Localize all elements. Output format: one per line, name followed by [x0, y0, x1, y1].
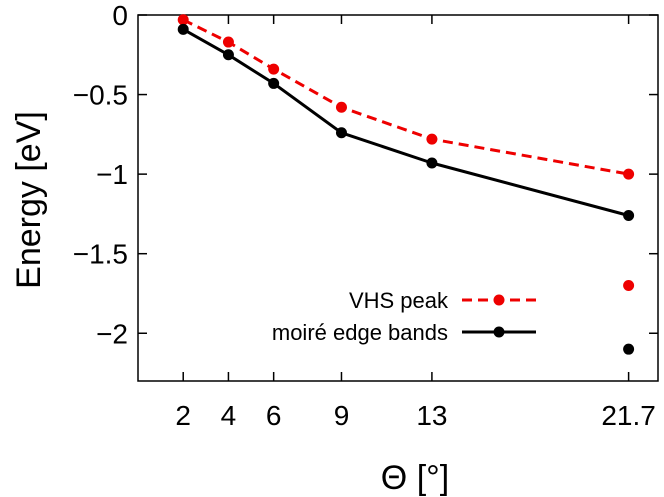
x-tick-label: 9 [334, 400, 350, 431]
series-1-point [268, 77, 280, 89]
series-1-point [335, 127, 347, 139]
x-tick-label: 6 [266, 400, 282, 431]
legend-label-1: moiré edge bands [272, 320, 448, 345]
x-axis-title: Θ [°] [381, 459, 449, 497]
series-1-extra-point [623, 343, 635, 355]
series-0-point [623, 168, 635, 180]
y-axis-title: Energy [eV] [10, 111, 48, 289]
series-line-1 [182, 27, 629, 217]
x-tick-label: 13 [416, 400, 447, 431]
y-tick-label: −1.5 [73, 239, 128, 270]
legend-label-0: VHS peak [349, 288, 449, 313]
legend-marker-1 [493, 326, 505, 338]
series-line-0 [182, 18, 629, 176]
x-tick-label: 4 [221, 400, 237, 431]
series-1-point [177, 23, 189, 35]
series-1-point [426, 157, 438, 169]
y-tick-label: −2 [96, 318, 128, 349]
plot-frame [137, 14, 659, 382]
series-0-point [335, 101, 347, 113]
legend-marker-0 [493, 294, 505, 306]
series-0-extra-point [623, 280, 635, 292]
x-tick-label: 21.7 [601, 400, 656, 431]
series-0-point [426, 133, 438, 145]
x-tick-label: 2 [175, 400, 191, 431]
series-1-point [222, 49, 234, 61]
y-tick-label: −1 [96, 159, 128, 190]
series-0-point [177, 14, 189, 26]
y-tick-label: −0.5 [73, 80, 128, 111]
series-0-point [268, 63, 280, 75]
series-1-point [623, 210, 635, 222]
series-0-point [222, 36, 234, 48]
y-tick-label: 0 [112, 0, 128, 31]
